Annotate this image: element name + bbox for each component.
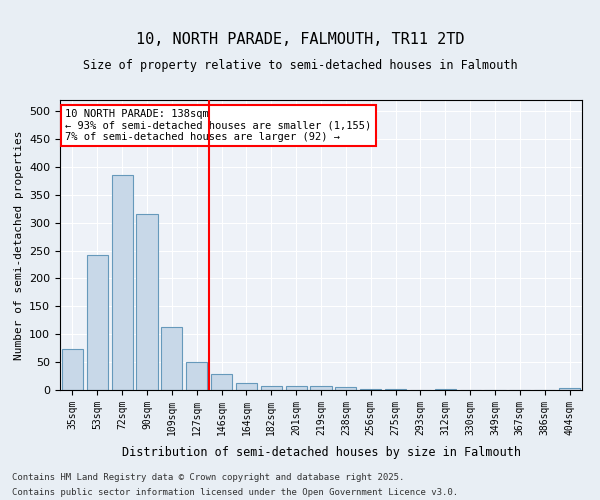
Bar xyxy=(62,348,83,390)
Text: Size of property relative to semi-detached houses in Falmouth: Size of property relative to semi-detach… xyxy=(83,58,517,71)
Bar xyxy=(211,374,232,390)
Bar xyxy=(236,383,257,390)
Bar xyxy=(261,386,282,390)
Bar xyxy=(286,386,307,390)
Text: Contains public sector information licensed under the Open Government Licence v3: Contains public sector information licen… xyxy=(12,488,458,497)
Bar xyxy=(335,386,356,390)
Bar xyxy=(559,388,580,390)
Text: 10, NORTH PARADE, FALMOUTH, TR11 2TD: 10, NORTH PARADE, FALMOUTH, TR11 2TD xyxy=(136,32,464,48)
Bar xyxy=(87,255,108,390)
Bar xyxy=(161,327,182,390)
Y-axis label: Number of semi-detached properties: Number of semi-detached properties xyxy=(14,130,23,360)
Text: Contains HM Land Registry data © Crown copyright and database right 2025.: Contains HM Land Registry data © Crown c… xyxy=(12,473,404,482)
Bar xyxy=(310,386,332,390)
Bar xyxy=(136,214,158,390)
Text: 10 NORTH PARADE: 138sqm
← 93% of semi-detached houses are smaller (1,155)
7% of : 10 NORTH PARADE: 138sqm ← 93% of semi-de… xyxy=(65,108,371,142)
Bar xyxy=(112,176,133,390)
Bar xyxy=(186,362,207,390)
X-axis label: Distribution of semi-detached houses by size in Falmouth: Distribution of semi-detached houses by … xyxy=(121,446,521,459)
